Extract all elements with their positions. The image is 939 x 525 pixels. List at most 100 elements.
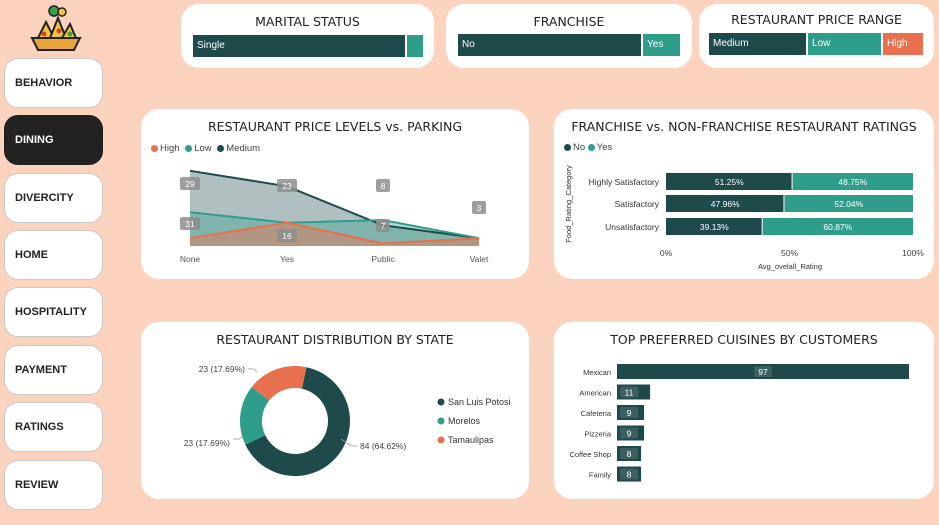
legend-medium: Medium bbox=[217, 143, 260, 154]
bar-no bbox=[666, 173, 792, 190]
bar-no bbox=[666, 195, 784, 212]
legend-high: High bbox=[151, 143, 180, 154]
cuisine-label: Mexican bbox=[583, 368, 611, 377]
legend-yes: Yes bbox=[587, 142, 612, 153]
franchise-ratings-card: FRANCHISE vs. NON-FRANCHISE RESTAURANT R… bbox=[554, 109, 934, 279]
legend-low: Low bbox=[185, 143, 212, 154]
cuisine-value: 8 bbox=[627, 470, 632, 480]
category-label: Satisfactory bbox=[615, 199, 660, 209]
slice-morelos bbox=[240, 386, 270, 445]
svg-text:29: 29 bbox=[185, 179, 195, 189]
bar-yes bbox=[792, 173, 913, 190]
x-tick-label: 50% bbox=[781, 248, 798, 258]
x-tick-label: 0% bbox=[660, 248, 673, 258]
nav-hospitality-button[interactable]: HOSPITALITY bbox=[4, 287, 103, 337]
marital-single-option[interactable]: Single bbox=[193, 35, 405, 57]
cuisine-value-badge bbox=[620, 427, 638, 439]
bar-no bbox=[666, 218, 762, 235]
cuisine-value: 9 bbox=[627, 429, 632, 439]
cuisine-value-badge bbox=[620, 448, 638, 459]
cuisine-value-badge bbox=[620, 468, 638, 480]
top-cuisines-card: TOP PREFERRED CUISINES BY CUSTOMERS Mexi… bbox=[554, 322, 934, 499]
x-tick-label: Valet bbox=[470, 254, 489, 264]
franchise-ratings-chart: Highly Satisfactory 51.25% 48.75% Satisfact… bbox=[564, 165, 924, 271]
state-distribution-card: RESTAURANT DISTRIBUTION BY STATE 84 (64.… bbox=[141, 322, 529, 499]
legend-label: Morelos bbox=[448, 416, 481, 426]
marital-other-option[interactable] bbox=[407, 35, 423, 57]
cuisine-label: Coffee Shop bbox=[569, 450, 611, 459]
nachos-icon bbox=[30, 5, 82, 51]
svg-text:8: 8 bbox=[381, 181, 386, 191]
data-label: 31 bbox=[180, 217, 200, 230]
data-label: 7 bbox=[376, 219, 390, 232]
data-label: 8 bbox=[376, 179, 390, 192]
x-axis-title: Avg_ovelall_Rating bbox=[758, 262, 822, 271]
bar-yes bbox=[762, 218, 913, 235]
nav-payment-button[interactable]: PAYMENT bbox=[4, 345, 103, 395]
cuisine-value: 8 bbox=[627, 449, 632, 459]
cuisine-label: Family bbox=[589, 471, 611, 480]
nav-home-button[interactable]: HOME bbox=[4, 230, 103, 280]
line-medium bbox=[189, 169, 480, 240]
price-high-option[interactable]: High bbox=[883, 33, 923, 55]
nav-divercity-button[interactable]: DIVERCITY bbox=[4, 173, 103, 223]
price-medium-option[interactable]: Medium bbox=[709, 33, 806, 55]
slice-san-luis-potosi bbox=[245, 367, 350, 476]
svg-text:16: 16 bbox=[282, 231, 292, 241]
data-label: 29 bbox=[180, 177, 200, 190]
slice-label: 23 (17.69%) bbox=[199, 364, 245, 374]
price-low-option[interactable]: Low bbox=[808, 33, 881, 55]
legend-no: No bbox=[564, 142, 585, 153]
bar-value-label: 48.75% bbox=[838, 177, 867, 187]
slice-label: 84 (64.62%) bbox=[360, 441, 406, 451]
state-distribution-chart: 84 (64.62%) 23 (17.69%) 23 (17.69%) San Lui… bbox=[184, 364, 511, 476]
bar-value-label: 60.87% bbox=[823, 222, 852, 232]
logo bbox=[28, 4, 84, 52]
legend-label: Tamaulipas bbox=[448, 435, 494, 445]
x-tick-label: Public bbox=[371, 254, 395, 264]
bar-value-label: 52.04% bbox=[834, 199, 863, 209]
legend-label: San Luis Potosi bbox=[448, 397, 511, 407]
franchise-no-option[interactable]: No bbox=[458, 34, 641, 56]
nav-behavior-button[interactable]: BEHAVIOR bbox=[4, 58, 103, 108]
slice-label: 23 (17.69%) bbox=[184, 438, 230, 448]
data-label: 3 bbox=[472, 201, 486, 214]
price-range-title: RESTAURANT PRICE RANGE bbox=[731, 12, 902, 27]
franchise-slicer: FRANCHISE No Yes bbox=[446, 4, 692, 68]
legend-marker bbox=[437, 436, 445, 444]
svg-text:23: 23 bbox=[282, 181, 292, 191]
bar-value-label: 51.25% bbox=[715, 177, 744, 187]
line-low bbox=[189, 211, 480, 240]
nav-ratings-button[interactable]: RATINGS bbox=[4, 402, 103, 452]
price-range-slicer: RESTAURANT PRICE RANGE Medium Low High bbox=[699, 4, 934, 68]
legend-marker bbox=[437, 398, 445, 406]
data-label: 23 bbox=[277, 179, 297, 192]
cuisine-value-badge bbox=[754, 366, 772, 377]
franchise-yes-option[interactable]: Yes bbox=[643, 34, 680, 56]
x-tick-label: None bbox=[180, 254, 201, 264]
area-high bbox=[190, 222, 479, 246]
franchise-ratings-title: FRANCHISE vs. NON-FRANCHISE RESTAURANT R… bbox=[571, 119, 917, 134]
x-tick-label: Yes bbox=[280, 254, 294, 264]
cuisine-value: 11 bbox=[625, 388, 634, 398]
svg-text:31: 31 bbox=[185, 219, 195, 229]
bar-value-label: 39.13% bbox=[700, 222, 729, 232]
x-tick-label: 100% bbox=[902, 248, 924, 258]
cuisine-value: 97 bbox=[758, 367, 768, 377]
svg-text:7: 7 bbox=[381, 221, 386, 231]
line-high bbox=[189, 221, 480, 245]
price-parking-title: RESTAURANT PRICE LEVELS vs. PARKING bbox=[207, 119, 463, 134]
nav-dining-button[interactable]: DINING bbox=[4, 115, 103, 165]
cuisine-value-badge bbox=[620, 386, 638, 398]
cuisine-value: 9 bbox=[627, 408, 632, 418]
bar-value-label: 47.96% bbox=[711, 199, 740, 209]
cuisine-value-badge bbox=[620, 407, 638, 418]
marital-status-title: MARITAL STATUS bbox=[255, 14, 360, 29]
nav-review-button[interactable]: REVIEW bbox=[4, 460, 103, 510]
franchise-ratings-legend: No Yes bbox=[564, 142, 612, 153]
svg-text:3: 3 bbox=[477, 203, 482, 213]
price-parking-chart: None Yes Public Valet 29 23 8 31 16 7 3 bbox=[180, 169, 489, 264]
top-cuisines-chart: Mexican 97 American 11 Cafeteria 9 Pizzeria 9 Co… bbox=[569, 364, 909, 482]
y-axis-title: Food_Rating_Category bbox=[564, 165, 573, 243]
state-distribution-title: RESTAURANT DISTRIBUTION BY STATE bbox=[216, 332, 454, 347]
